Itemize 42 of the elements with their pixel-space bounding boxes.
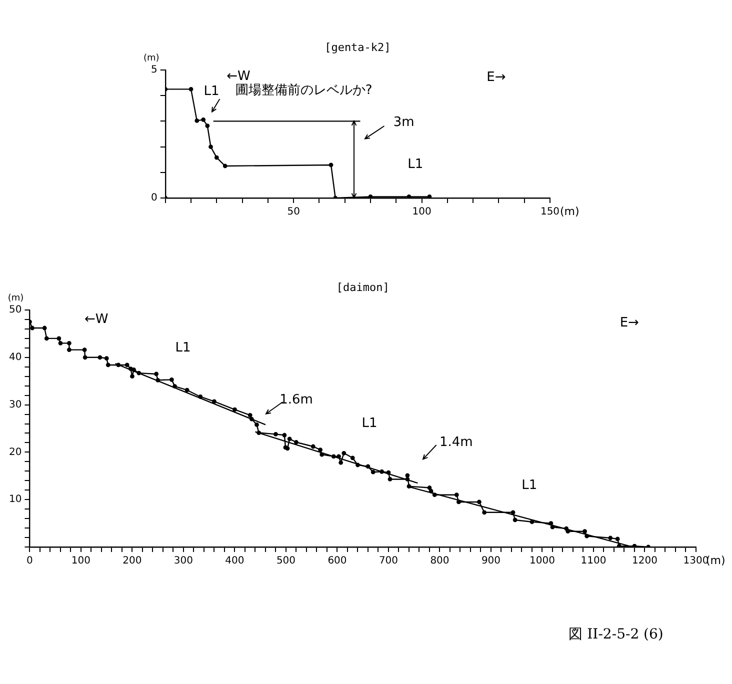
annotation: ←W xyxy=(84,312,108,327)
x-tick-label: 500 xyxy=(276,556,296,567)
annotation: L1 xyxy=(362,416,378,432)
annotation: L1 xyxy=(522,478,538,493)
chart-title: [genta-k2] xyxy=(324,40,391,54)
y-axis-title: (m) xyxy=(143,53,160,64)
x-tick-label: 1000 xyxy=(530,556,555,567)
annotation: 1.4m xyxy=(439,435,473,450)
annotation: L1 xyxy=(408,157,424,172)
y-tick-label: 5 xyxy=(150,64,158,76)
x-tick-label: 100 xyxy=(71,556,91,567)
x-axis-title: (m) xyxy=(706,554,726,567)
x-tick-label: 700 xyxy=(378,556,398,567)
annotation: E→ xyxy=(620,315,640,330)
annotation: 1.6m xyxy=(280,392,313,408)
y-tick-label: 30 xyxy=(8,399,22,410)
x-tick-label: 900 xyxy=(481,556,501,567)
chart-title: [daimon] xyxy=(336,280,390,294)
y-tick-label: 10 xyxy=(8,494,22,506)
y-axis-title: (m) xyxy=(8,293,24,304)
x-tick-label: 400 xyxy=(225,556,244,567)
annotation: L1 xyxy=(204,84,220,100)
y-tick-label: 50 xyxy=(8,304,22,316)
x-axis-title: (m) xyxy=(560,204,580,218)
x-tick-label: 50 xyxy=(287,206,300,218)
x-tick-label: 800 xyxy=(430,556,450,567)
x-tick-label: 200 xyxy=(122,556,142,567)
x-tick-label: 1200 xyxy=(632,556,658,567)
annotation: 圃場整備前のレベルか? xyxy=(235,82,372,98)
annotation: ←W xyxy=(226,68,250,84)
annotation: 3m xyxy=(393,114,414,130)
annotation: E→ xyxy=(486,70,506,86)
text: 図 II-2-5-2 (6) xyxy=(568,626,664,642)
annotation: L1 xyxy=(175,340,191,356)
y-tick-label: 20 xyxy=(8,446,22,458)
x-tick-label: 0 xyxy=(26,556,33,567)
x-tick-label: 600 xyxy=(328,556,347,567)
x-tick-label: 1100 xyxy=(580,556,606,567)
x-tick-label: 300 xyxy=(174,556,194,567)
x-tick-label: 150 xyxy=(540,206,560,218)
x-tick-label: 100 xyxy=(412,206,432,218)
y-tick-label: 40 xyxy=(8,352,22,363)
